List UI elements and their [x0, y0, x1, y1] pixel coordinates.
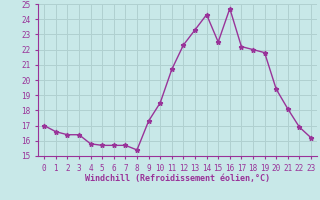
X-axis label: Windchill (Refroidissement éolien,°C): Windchill (Refroidissement éolien,°C): [85, 174, 270, 183]
